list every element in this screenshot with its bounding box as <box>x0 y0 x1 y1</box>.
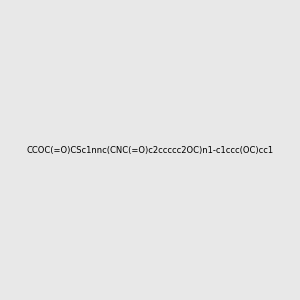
Text: CCOC(=O)CSc1nnc(CNC(=O)c2ccccc2OC)n1-c1ccc(OC)cc1: CCOC(=O)CSc1nnc(CNC(=O)c2ccccc2OC)n1-c1c… <box>26 146 274 154</box>
